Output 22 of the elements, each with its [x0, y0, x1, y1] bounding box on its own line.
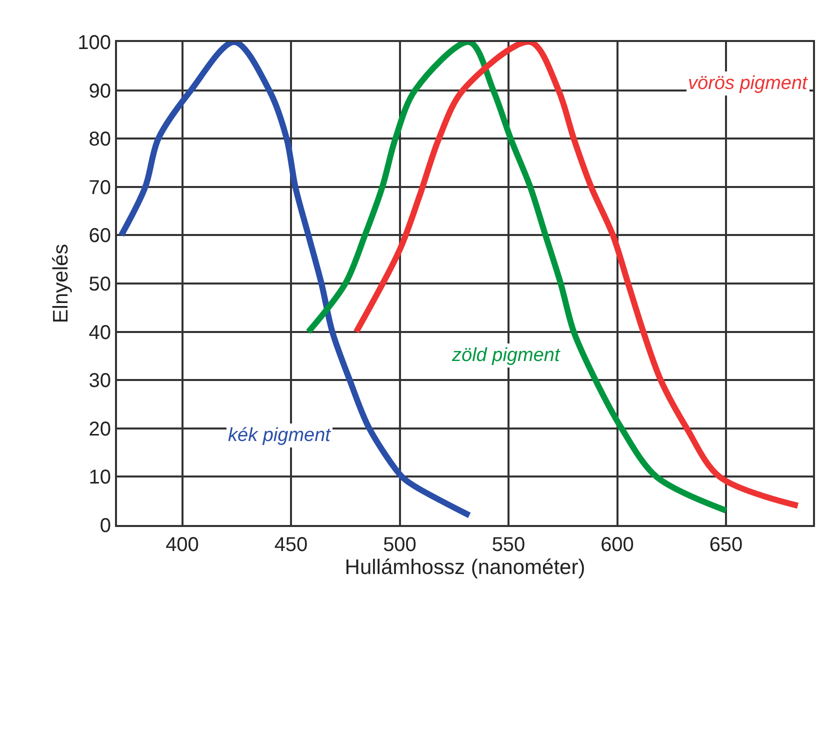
text: vörös pigment — [688, 73, 808, 94]
y-tick-label: 30 — [88, 370, 111, 392]
y-tick-label: 0 — [100, 515, 111, 537]
x-tick-label: 400 — [166, 534, 199, 556]
y-tick-label: 60 — [88, 225, 111, 248]
x-tick-label: 550 — [492, 534, 526, 556]
y-tick-label: 90 — [88, 80, 111, 102]
series-label: kék pigment — [228, 425, 332, 446]
y-tick-label: 40 — [88, 322, 111, 344]
y-tick-label: 70 — [88, 176, 111, 199]
x-tick-label: 600 — [600, 534, 634, 556]
x-axis-title: Hullámhossz (nanométer) — [344, 556, 586, 579]
y-tick-label: 10 — [88, 466, 111, 489]
y-tick-label: 100 — [78, 32, 111, 54]
x-tick-label: 450 — [274, 534, 308, 556]
x-tick-label: 500 — [383, 534, 416, 556]
x-tick-label: 650 — [709, 534, 743, 556]
series-label: zöld pigment — [451, 345, 560, 366]
y-tick-label: 20 — [88, 418, 111, 440]
y-tick-label: 50 — [88, 274, 111, 296]
y-tick-label: 80 — [88, 128, 111, 151]
y-axis-title: Elnyelés — [49, 244, 72, 324]
